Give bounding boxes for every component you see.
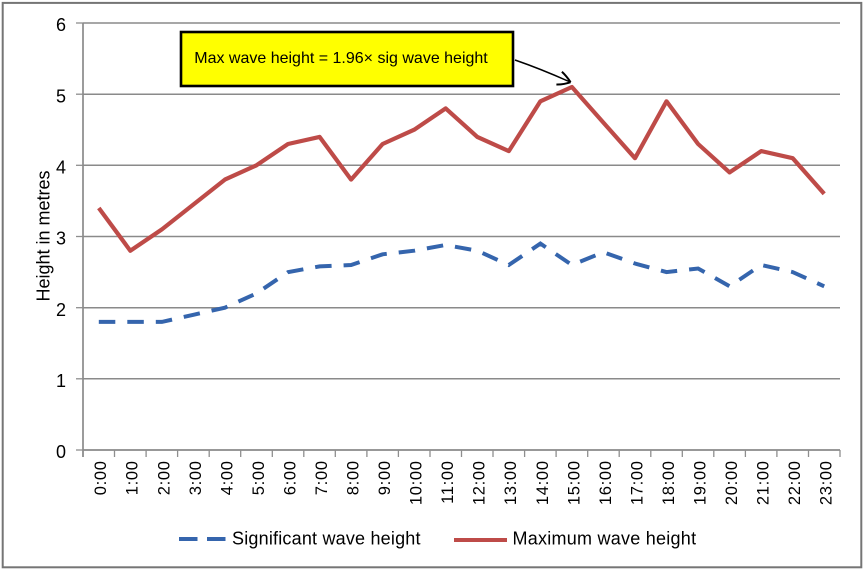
svg-text:3:00: 3:00 [187,460,205,495]
svg-text:13:00: 13:00 [502,460,520,505]
svg-text:6:00: 6:00 [281,460,299,495]
svg-text:14:00: 14:00 [534,460,552,505]
svg-text:4:00: 4:00 [218,460,236,495]
svg-text:4: 4 [56,157,66,177]
svg-text:19:00: 19:00 [692,460,710,505]
svg-text:11:00: 11:00 [439,460,457,504]
svg-text:3: 3 [56,229,66,249]
svg-text:8:00: 8:00 [345,460,363,495]
svg-text:21:00: 21:00 [755,460,773,505]
svg-text:Max wave height = 1.96× sig wa: Max wave height = 1.96× sig wave height [194,50,488,67]
svg-text:1:00: 1:00 [124,460,142,495]
svg-text:23:00: 23:00 [818,460,836,505]
svg-text:1: 1 [56,371,66,391]
svg-text:6: 6 [56,15,66,35]
svg-text:0: 0 [56,442,66,462]
svg-text:16:00: 16:00 [597,460,615,505]
svg-text:10:00: 10:00 [408,460,426,505]
svg-text:5:00: 5:00 [250,460,268,495]
svg-text:Significant wave height: Significant wave height [232,529,421,549]
svg-text:7:00: 7:00 [313,460,331,495]
svg-text:0:00: 0:00 [92,460,110,495]
svg-text:15:00: 15:00 [565,460,583,505]
svg-text:22:00: 22:00 [786,460,804,505]
svg-text:18:00: 18:00 [660,460,678,505]
svg-text:5: 5 [56,86,66,106]
svg-text:2: 2 [56,300,66,320]
svg-text:20:00: 20:00 [723,460,741,505]
svg-text:2:00: 2:00 [155,460,173,495]
svg-text:Height in metres: Height in metres [34,170,54,301]
svg-text:9:00: 9:00 [376,460,394,495]
svg-text:Maximum wave height: Maximum wave height [513,529,697,549]
svg-text:17:00: 17:00 [628,460,646,505]
svg-text:12:00: 12:00 [471,460,489,505]
